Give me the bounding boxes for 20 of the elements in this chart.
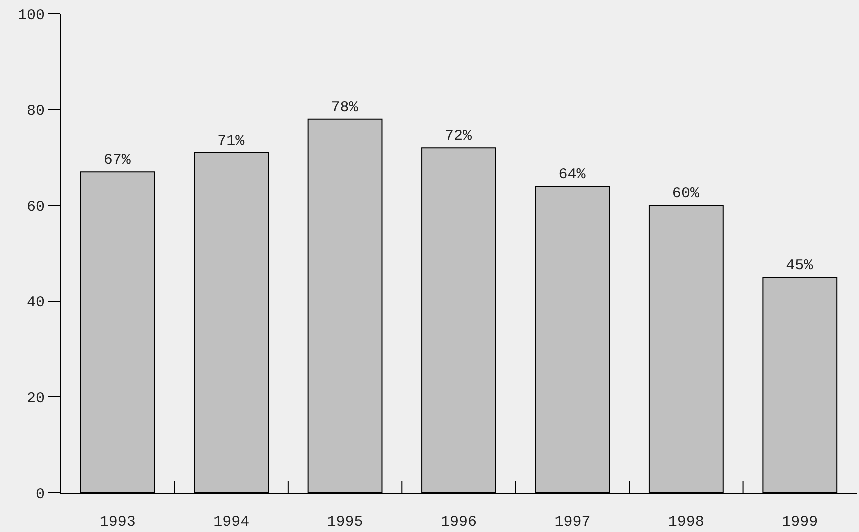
x-tick-label: 1998: [668, 514, 704, 531]
data-label: 45%: [786, 257, 814, 274]
x-tick-label: 1999: [782, 514, 818, 531]
y-tick-label: 80: [26, 103, 45, 120]
x-tick-label: 1994: [214, 514, 250, 531]
y-tick-label: 40: [26, 294, 45, 312]
x-tick-label: 1997: [554, 514, 591, 531]
y-tick-label: 20: [26, 390, 45, 408]
y-tick-label: 100: [18, 7, 45, 24]
y-tick-label: 60: [26, 198, 45, 216]
data-label: 78%: [331, 99, 360, 116]
data-label: 67%: [104, 152, 132, 170]
data-label: 64%: [558, 166, 587, 184]
x-tick-label: 1995: [327, 514, 364, 531]
x-tick-label: 1996: [440, 514, 478, 531]
data-label: 71%: [218, 132, 246, 150]
x-tick-label: 1993: [100, 514, 136, 531]
y-tick-label: 0: [36, 486, 45, 504]
data-label: 60%: [672, 186, 700, 203]
data-label: 72%: [445, 128, 473, 146]
